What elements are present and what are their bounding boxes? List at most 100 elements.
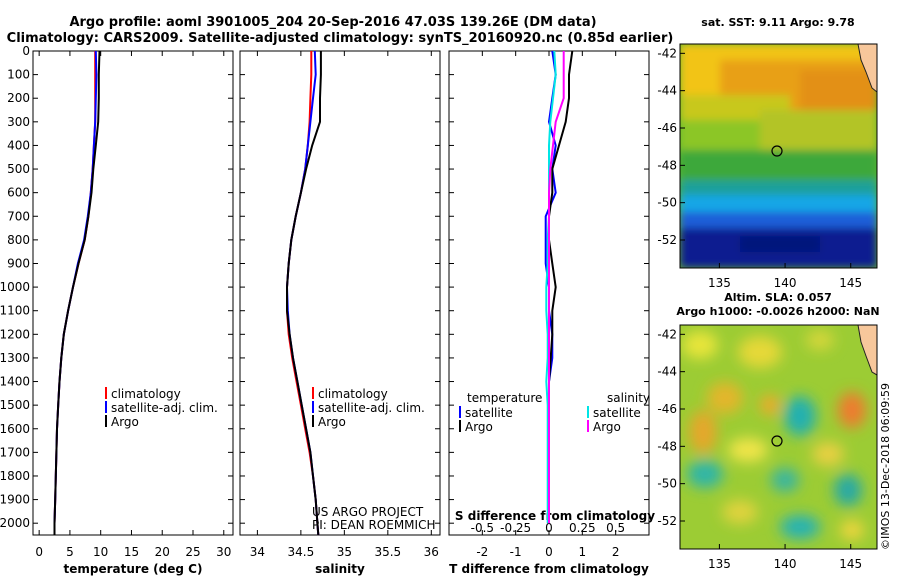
sal-series-satellite-adj-clim- — [285, 50, 320, 536]
difference-panel: -2 -1 0 1 2 T difference from climatology -0.5… — [448, 50, 655, 576]
salinity-panel: 34 34.5 35 35.5 36 salinity climatologysatelli… — [239, 50, 441, 576]
depth-tick-label: 200 — [7, 91, 30, 105]
depth-tick-label: 300 — [7, 115, 30, 129]
diff-series-temperature-argo — [548, 50, 574, 524]
diff-legend-label: Argo — [593, 420, 621, 434]
sal-series-argo — [286, 51, 322, 536]
depth-tick-label: 1100 — [0, 304, 30, 318]
temp-xtick-label: 0 — [35, 545, 43, 559]
sal-xtick-label: 35.5 — [374, 545, 401, 559]
depth-tick-label: 800 — [7, 233, 30, 247]
sal-legend-label: climatology — [318, 387, 388, 401]
temp-xtick-label: 15 — [124, 545, 139, 559]
depth-tick-label: 400 — [7, 138, 30, 152]
depth-tick-label: 1900 — [0, 493, 30, 507]
sla-map: 135 140 145 -42 -44 -46 -48 -50 -52 — [657, 324, 878, 571]
sst-profile-marker — [771, 145, 783, 157]
temp-legend-label: Argo — [111, 415, 139, 429]
diff-xlabel: T difference from climatology — [449, 562, 649, 576]
sst-map-ytick-label: -52 — [657, 233, 677, 247]
sla-map-ytick-label: -44 — [657, 365, 677, 379]
sla-map-ytick-label: -50 — [657, 477, 677, 491]
project-annotation: US ARGO PROJECT — [312, 505, 424, 519]
depth-tick-label: 1400 — [0, 375, 30, 389]
imos-credit: ©IMOS 13-Dec-2018 06:09:59 — [879, 383, 892, 550]
depth-tick-label: 700 — [7, 209, 30, 223]
sst-map-ytick-label: -42 — [657, 46, 677, 60]
diff-legend-label: satellite — [465, 406, 513, 420]
salinity-diff-tick-label: 0 — [545, 521, 553, 535]
salinity-diff-tick-label: -0.5 — [471, 521, 494, 535]
diff-legend-temperature-title: temperature — [467, 391, 542, 405]
temp-legend-label: satellite-adj. clim. — [111, 401, 218, 415]
sla-field — [680, 325, 877, 549]
depth-tick-label: 2000 — [0, 516, 30, 530]
diff-legend-salinity-title: salinity — [607, 391, 650, 405]
header-line2: Climatology: CARS2009. Satellite-adjuste… — [7, 31, 674, 46]
sal-xtick-label: 34 — [250, 545, 265, 559]
diff-legend-label: Argo — [465, 420, 493, 434]
depth-tick-label: 1300 — [0, 351, 30, 365]
sla-map-ytick-label: -46 — [657, 402, 677, 416]
depth-tick-label: 1600 — [0, 422, 30, 436]
salinity-diff-tick-label: 0.5 — [606, 521, 625, 535]
temp-legend-label: climatology — [111, 387, 181, 401]
project-annotation: PI: DEAN ROEMMICH — [312, 518, 435, 532]
depth-tick-label: 1200 — [0, 327, 30, 341]
sla-map-xtick-label: 145 — [839, 557, 862, 571]
sla-map-title: Altim. SLA: 0.057 — [724, 291, 831, 304]
diff-xtick-label: -1 — [510, 545, 522, 559]
diff-series-salinity-argo — [548, 51, 565, 524]
diff-series-salinity-satellite — [545, 50, 557, 524]
depth-tick-label: 1000 — [0, 280, 30, 294]
sla-map-xtick-label: 140 — [774, 557, 797, 571]
sst-map-ytick-label: -44 — [657, 84, 677, 98]
temp-frame — [32, 50, 234, 536]
sst-map-xtick-label: 145 — [839, 276, 862, 290]
depth-tick-label: 0 — [22, 44, 30, 58]
temp-series-satellite-adj-clim- — [53, 50, 98, 535]
sst-map-title: sat. SST: 9.11 Argo: 9.78 — [701, 16, 854, 29]
salinity-diff-tick-label: 0.25 — [569, 521, 596, 535]
diff-xtick-label: 1 — [579, 545, 587, 559]
sal-xlabel: salinity — [315, 562, 365, 576]
depth-tick-label: 100 — [7, 68, 30, 82]
depth-tick-label: 1500 — [0, 398, 30, 412]
temp-series-argo — [53, 50, 101, 535]
diff-xtick-label: 0 — [545, 545, 553, 559]
diff-xtick-label: -2 — [476, 545, 488, 559]
sal-legend-label: satellite-adj. clim. — [318, 401, 425, 415]
sal-series-climatology — [286, 51, 320, 536]
sst-map-ytick-label: -48 — [657, 158, 677, 172]
sst-map-ytick-label: -50 — [657, 196, 677, 210]
sst-map-xtick-label: 140 — [774, 276, 797, 290]
temp-xlabel: temperature (deg C) — [64, 562, 203, 576]
temp-xtick-label: 10 — [93, 545, 108, 559]
temp-series-climatology — [53, 51, 97, 535]
temp-xtick-label: 30 — [216, 545, 231, 559]
sla-profile-marker — [771, 435, 783, 447]
depth-tick-label: 500 — [7, 162, 30, 176]
temp-xtick-label: 5 — [66, 545, 74, 559]
diff-legend-label: satellite — [593, 406, 641, 420]
temp-xtick-label: 20 — [155, 545, 170, 559]
sal-xtick-label: 34.5 — [288, 545, 315, 559]
depth-tick-label: 1800 — [0, 469, 30, 483]
salinity-diff-tick-label: -0.25 — [500, 521, 531, 535]
sla-map-ytick-label: -48 — [657, 439, 677, 453]
depth-tick-label: 900 — [7, 256, 30, 270]
sal-legend-label: Argo — [318, 415, 346, 429]
diff-xtick-label: 2 — [612, 545, 620, 559]
sla-map-subtitle: Argo h1000: -0.0026 h2000: NaN — [676, 305, 879, 318]
sla-map-xtick-label: 135 — [708, 557, 731, 571]
sal-xtick-label: 36 — [424, 545, 439, 559]
sst-map: 135 140 145 -42 -44 -46 -48 -50 -52 — [657, 43, 878, 290]
salinity-diff-axis-title: S difference from climatology — [455, 509, 655, 523]
sla-map-ytick-label: -42 — [657, 327, 677, 341]
sal-xtick-label: 35 — [337, 545, 352, 559]
temperature-panel: 0100200300400500600700800900100011001200… — [0, 44, 234, 576]
depth-tick-label: 1700 — [0, 445, 30, 459]
sal-frame — [239, 50, 441, 536]
sla-map-ytick-label: -52 — [657, 514, 677, 528]
